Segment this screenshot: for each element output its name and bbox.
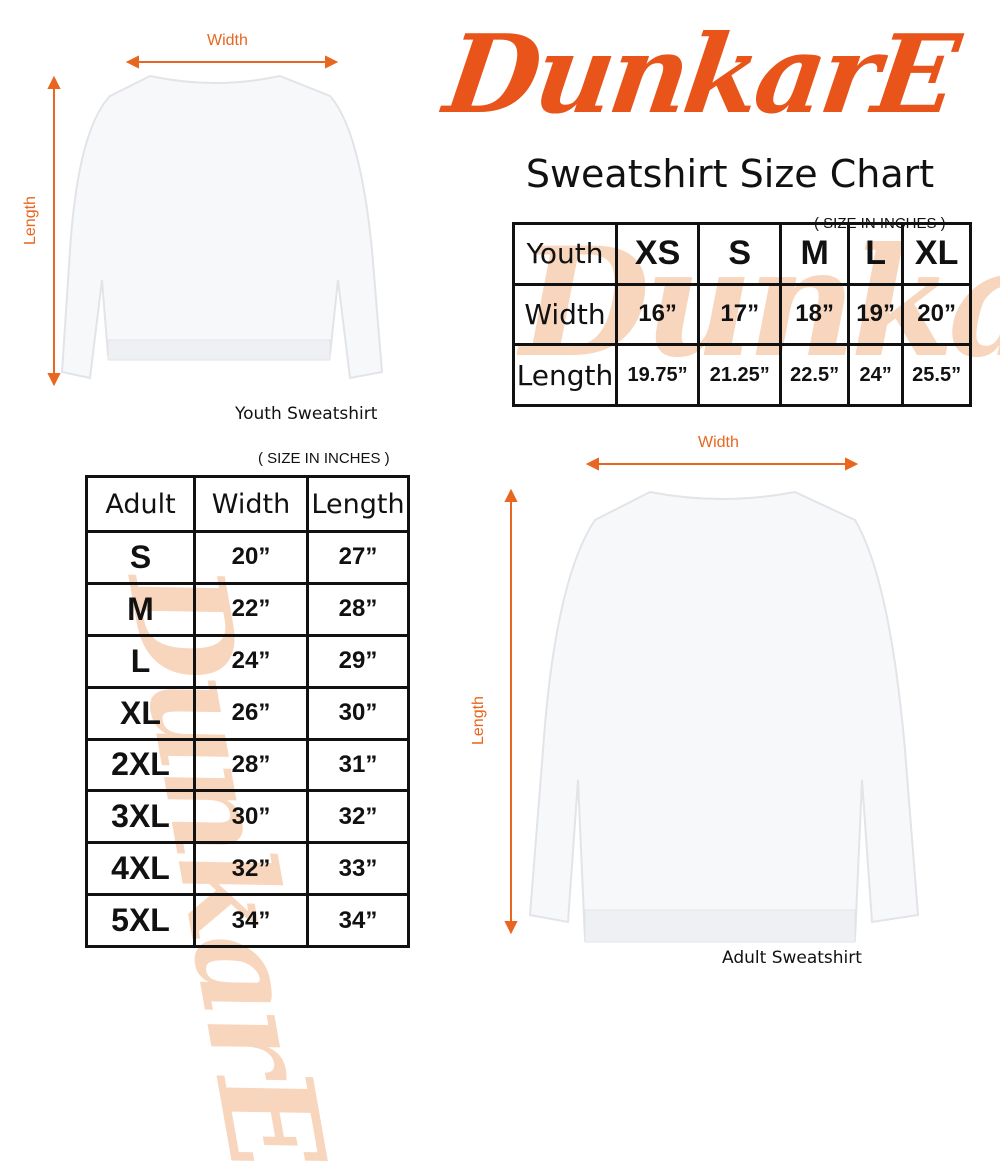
header-cell: M [779, 222, 850, 286]
cell: 19” [846, 282, 905, 347]
table-header-row: Adult Width Length [85, 475, 410, 533]
adult-sweatshirt-illustration [504, 457, 920, 943]
youth-size-table: Youth XS S M L XL Width 16” 17” 18” 19” … [512, 222, 972, 407]
brand-logo: DunkarE [437, 12, 963, 138]
youth-caption: Youth Sweatshirt [235, 404, 378, 424]
length-cell: 31” [306, 737, 410, 793]
length-cell: 34” [306, 893, 410, 948]
header-cell: Youth [512, 222, 618, 286]
size-cell: XL [85, 685, 196, 741]
adult-length-label: Length [470, 696, 487, 745]
cell: 24” [846, 343, 905, 407]
length-cell: 27” [306, 530, 410, 585]
length-cell: 29” [306, 633, 410, 689]
width-cell: 24” [193, 633, 309, 689]
size-cell: 4XL [85, 841, 196, 897]
cell: 22.5” [779, 343, 850, 407]
width-cell: 30” [193, 789, 309, 845]
youth-width-label: Width [207, 32, 248, 49]
row-label: Width [512, 282, 618, 347]
size-cell: 5XL [85, 893, 196, 948]
cell: 20” [901, 282, 972, 347]
table-row: 2XL 28” 31” [85, 737, 410, 793]
adult-width-label: Width [698, 434, 739, 451]
cell: 17” [697, 282, 783, 347]
table-row: Width 16” 17” 18” 19” 20” [512, 282, 972, 347]
size-cell: M [85, 581, 196, 637]
youth-length-label: Length [22, 196, 39, 245]
width-cell: 22” [193, 581, 309, 637]
header-cell: Width [193, 475, 309, 533]
youth-sweatshirt-illustration [47, 55, 384, 387]
cell: 18” [779, 282, 850, 347]
size-cell: 3XL [85, 789, 196, 845]
size-cell: L [85, 633, 196, 689]
table-row: Length 19.75” 21.25” 22.5” 24” 25.5” [512, 343, 972, 407]
width-cell: 28” [193, 737, 309, 793]
row-label: Length [512, 343, 618, 407]
cell: 21.25” [697, 343, 783, 407]
table-row: 5XL 34” 34” [85, 893, 410, 948]
adult-size-table: Adult Width Length S 20” 27” M 22” 28” L 24” 2… [85, 475, 410, 948]
adult-caption: Adult Sweatshirt [722, 948, 862, 968]
size-cell: S [85, 530, 196, 585]
header-cell: Adult [85, 475, 196, 533]
page-title: Sweatshirt Size Chart [525, 152, 935, 196]
adult-units-note: ( SIZE IN INCHES ) [258, 450, 390, 467]
length-cell: 32” [306, 789, 410, 845]
table-header-row: Youth XS S M L XL [512, 222, 972, 286]
youth-arrows [47, 55, 339, 387]
width-cell: 26” [193, 685, 309, 741]
cell: 25.5” [901, 343, 972, 407]
header-cell: XS [614, 222, 701, 286]
header-cell: S [697, 222, 783, 286]
header-cell: XL [901, 222, 972, 286]
cell: 19.75” [614, 343, 701, 407]
cell: 16” [614, 282, 701, 347]
table-row: L 24” 29” [85, 633, 410, 689]
size-cell: 2XL [85, 737, 196, 793]
adult-arrows [504, 457, 859, 935]
header-cell: L [846, 222, 905, 286]
length-cell: 28” [306, 581, 410, 637]
table-row: 3XL 30” 32” [85, 789, 410, 845]
width-cell: 20” [193, 530, 309, 585]
table-row: 4XL 32” 33” [85, 841, 410, 897]
header-cell: Length [306, 475, 410, 533]
table-row: XL 26” 30” [85, 685, 410, 741]
table-row: S 20” 27” [85, 530, 410, 585]
table-row: M 22” 28” [85, 581, 410, 637]
width-cell: 32” [193, 841, 309, 897]
length-cell: 30” [306, 685, 410, 741]
length-cell: 33” [306, 841, 410, 897]
width-cell: 34” [193, 893, 309, 948]
